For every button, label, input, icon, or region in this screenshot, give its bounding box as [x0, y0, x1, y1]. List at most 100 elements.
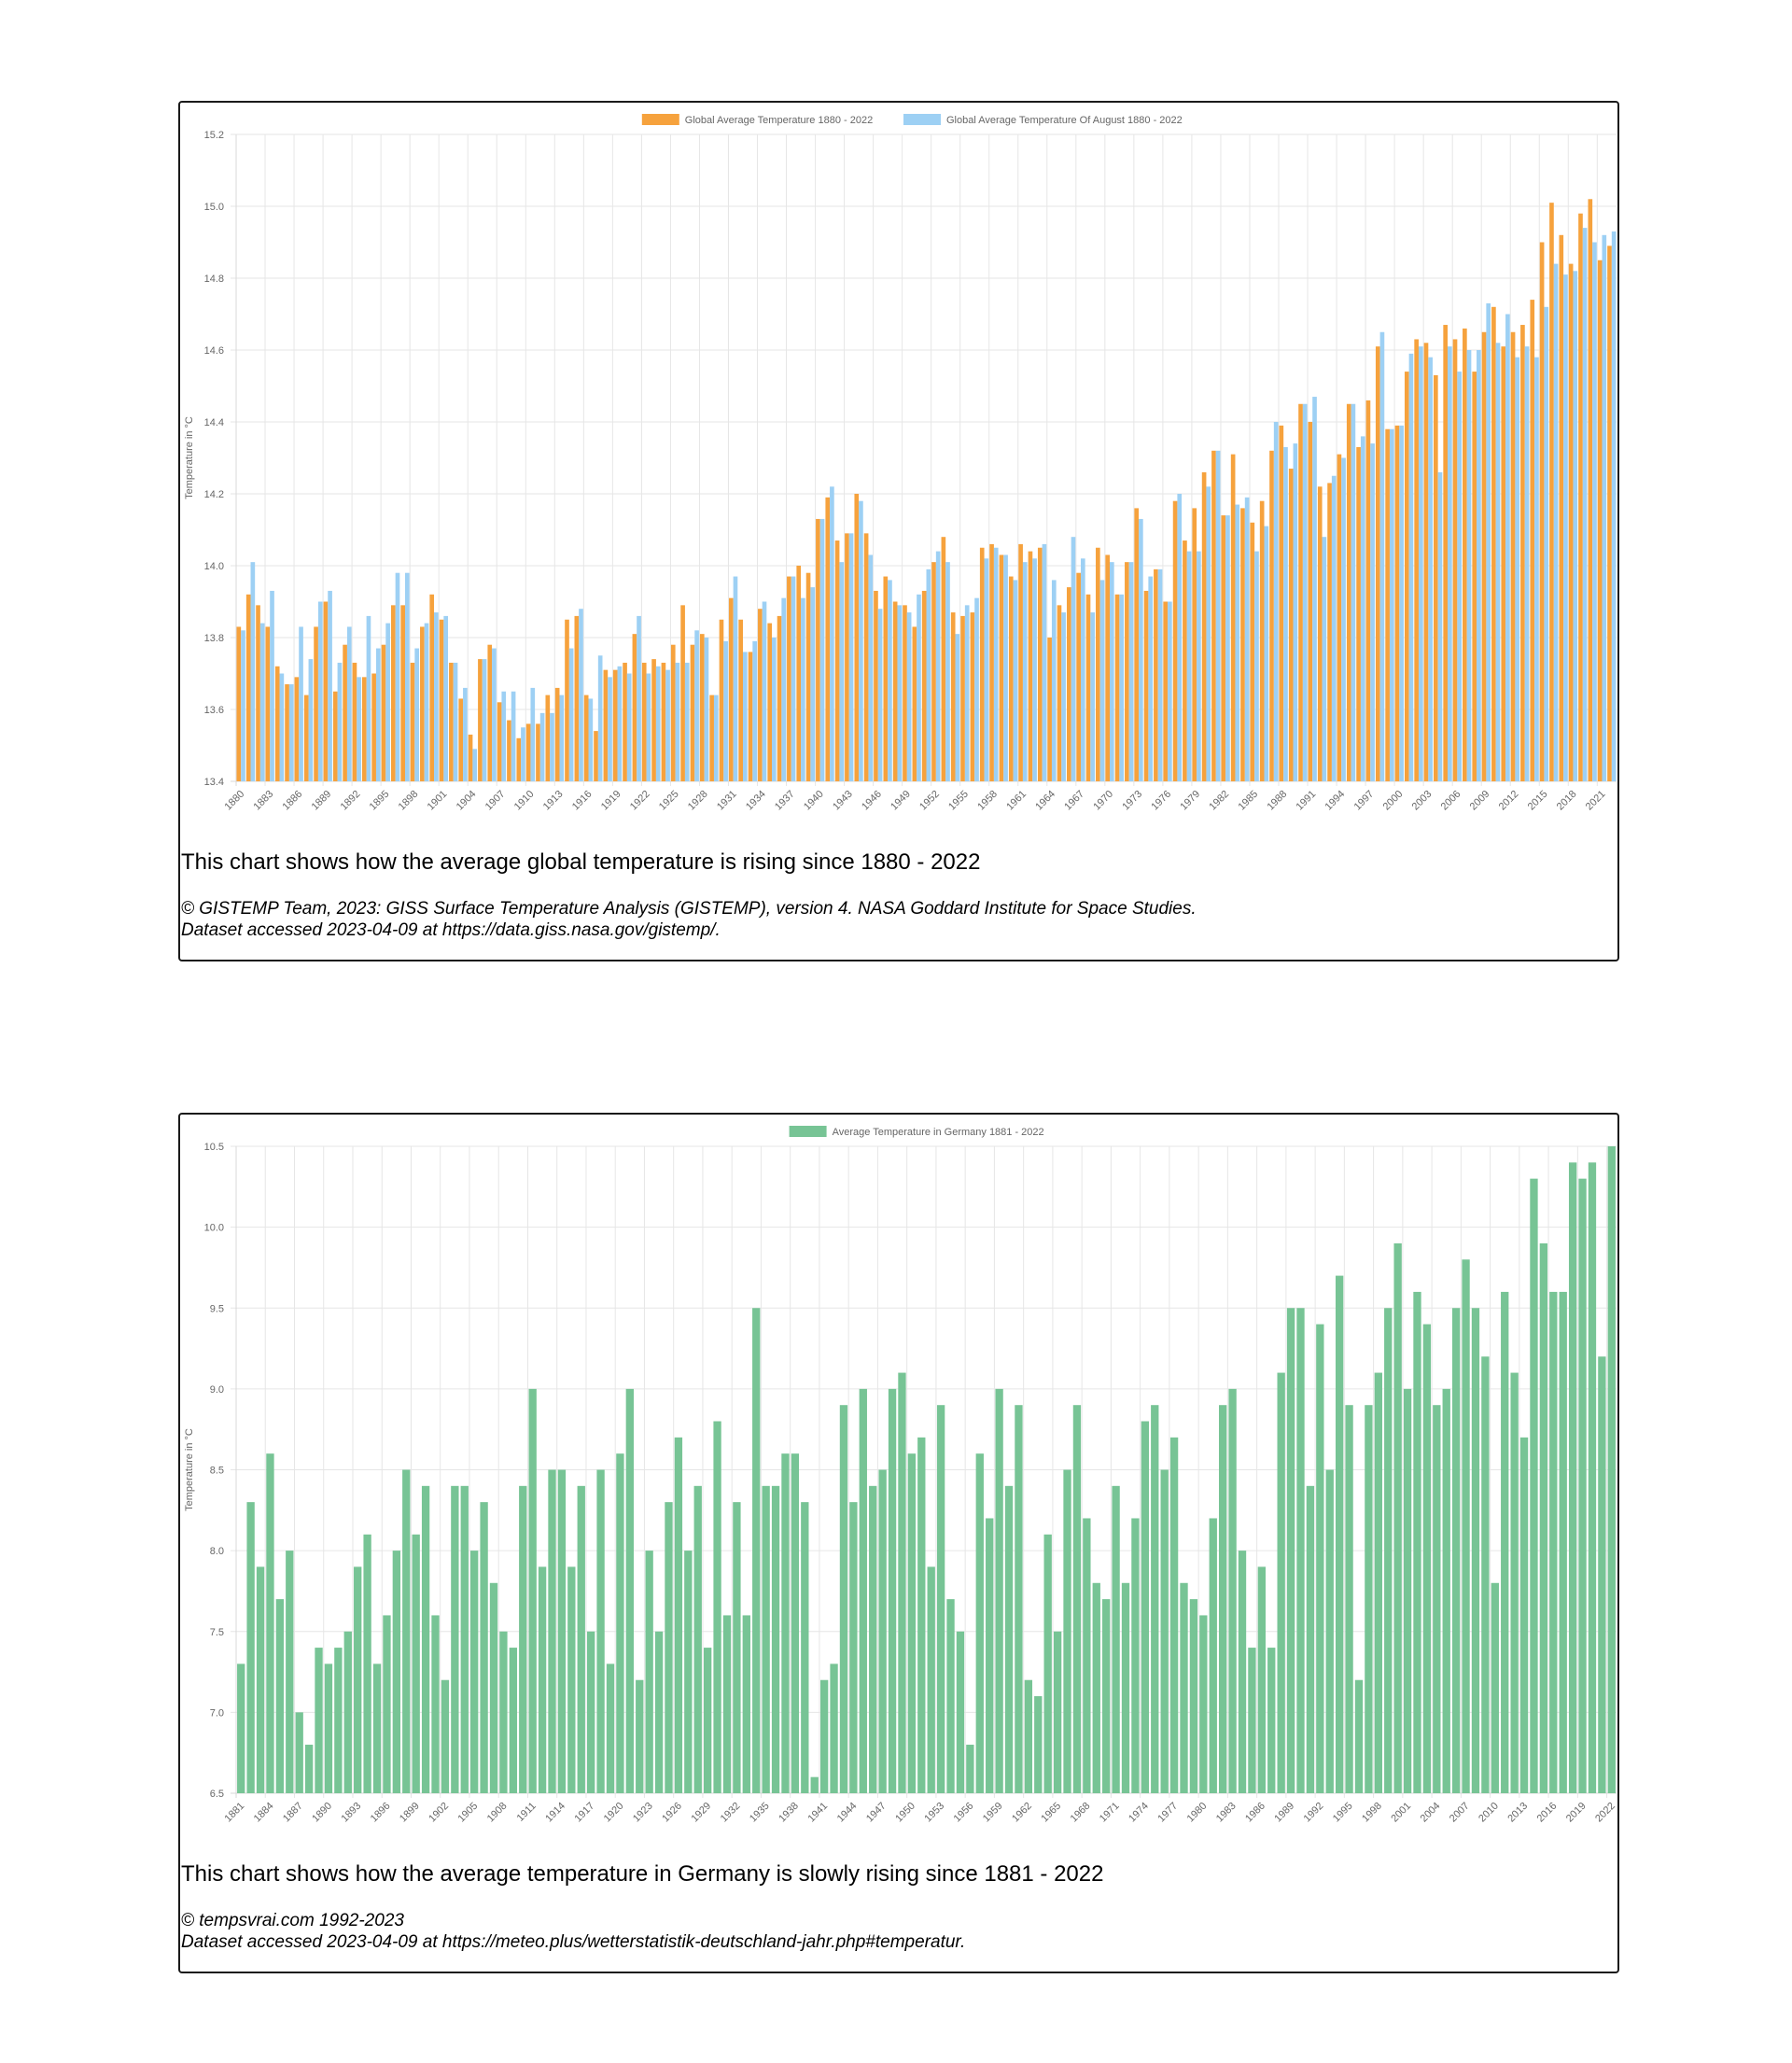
global-bar-series2 [463, 687, 468, 781]
germany-bar-series1 [354, 1566, 362, 1793]
global-bar-series2 [346, 626, 352, 781]
germany-bar-series1 [431, 1615, 440, 1793]
global-bar-series2 [1477, 350, 1481, 781]
germany-x-tick-label: 2013 [1505, 1801, 1530, 1825]
global-bar-series1 [1183, 540, 1187, 781]
global-y-tick-label: 15.0 [204, 202, 224, 213]
germany-bar-series1 [1568, 1162, 1577, 1793]
global-bar-series2 [665, 669, 670, 781]
global-bar-series1 [1472, 372, 1477, 781]
germany-x-tick-label: 1926 [660, 1801, 684, 1825]
global-bar-series1 [1443, 325, 1449, 781]
global-bar-series1 [960, 615, 965, 781]
germany-bar-series1 [1199, 1615, 1208, 1793]
global-bar-series2 [482, 659, 487, 781]
germany-bar-series1 [801, 1502, 809, 1793]
global-bar-series1 [1414, 339, 1419, 781]
global-bar-series1 [1096, 547, 1100, 781]
germany-bar-series1 [275, 1599, 285, 1793]
global-bar-series1 [892, 601, 898, 781]
global-bar-series2 [530, 687, 536, 781]
germany-bar-series1 [1471, 1308, 1480, 1793]
germany-bar-series1 [674, 1437, 683, 1793]
global-bar-series1 [738, 619, 743, 781]
global-bar-series2 [1602, 234, 1607, 782]
global-bar-series1 [458, 698, 464, 781]
germany-bar-series1 [606, 1663, 615, 1793]
global-bar-series1 [612, 669, 618, 781]
germany-bar-series1 [1209, 1518, 1217, 1793]
germany-bar-series1 [839, 1405, 848, 1793]
global-bar-series2 [328, 590, 332, 781]
global-bar-series1 [1066, 587, 1071, 781]
germany-bar-series1 [246, 1502, 255, 1793]
germany-bar-series1 [1277, 1372, 1285, 1793]
global-bar-series2 [1611, 231, 1617, 781]
germany-x-tick-label: 1947 [864, 1801, 889, 1825]
germany-bar-series1 [781, 1453, 790, 1793]
germany-bar-series1 [1238, 1551, 1247, 1793]
germany-bar-series1 [1549, 1291, 1558, 1793]
germany-temperature-card: 6.5 7.0 7.5 8.0 8.5 9.0 9.5 10.0 10.5 1881 1884 188… [178, 1113, 1619, 1973]
global-bar-series2 [1197, 551, 1201, 781]
germany-x-tick-label: 1953 [922, 1801, 946, 1825]
germany-bar-series1 [548, 1469, 556, 1793]
global-bar-series2 [357, 677, 361, 781]
global-x-tick-label: 1964 [1033, 789, 1057, 813]
global-bar-series1 [603, 669, 609, 781]
global-bar-series1 [583, 695, 589, 781]
global-bar-series2 [375, 648, 381, 781]
germany-bar-series1 [898, 1372, 906, 1793]
global-x-tick-label: 1919 [599, 789, 623, 813]
germany-bar-series1 [460, 1485, 469, 1793]
germany-bar-series1 [1004, 1485, 1014, 1793]
global-bar-series1 [420, 626, 425, 781]
global-bar-series2 [868, 554, 874, 781]
global-bar-series2 [1408, 353, 1414, 781]
global-bar-series1 [516, 737, 522, 781]
global-bar-series1 [903, 605, 907, 781]
global-bar-series1 [323, 601, 329, 781]
global-bar-series1 [429, 594, 435, 781]
global-bar-series1 [594, 731, 598, 781]
germany-x-tick-label: 2016 [1535, 1801, 1560, 1825]
germany-x-tick-label: 1929 [689, 1801, 713, 1825]
global-bar-series1 [1501, 346, 1506, 781]
global-bar-series1 [1530, 300, 1535, 782]
global-bar-series1 [912, 626, 917, 781]
global-bar-series1 [274, 666, 280, 781]
global-bar-series2 [1215, 450, 1221, 781]
global-bar-series1 [767, 623, 773, 781]
global-bar-series1 [1597, 260, 1603, 781]
global-bar-series2 [299, 626, 303, 781]
global-bar-series2 [819, 518, 825, 781]
germany-x-tick-label: 2004 [1419, 1801, 1443, 1825]
global-x-tick-label: 1982 [1207, 789, 1231, 813]
germany-bar-series1 [1462, 1259, 1470, 1793]
germany-x-tick-label: 1941 [805, 1801, 830, 1825]
germany-bar-series1 [538, 1566, 547, 1793]
global-bar-series1 [361, 677, 367, 781]
global-bar-series1 [950, 612, 956, 781]
global-bar-series1 [1549, 203, 1554, 781]
global-bar-series2 [713, 695, 719, 781]
global-bar-series2 [559, 695, 565, 781]
germany-bar-series1 [1539, 1242, 1548, 1793]
global-bar-series2 [1534, 357, 1539, 781]
global-bar-series1 [1317, 486, 1323, 781]
germany-bar-series1 [1043, 1534, 1052, 1793]
germany-bar-series1 [693, 1485, 702, 1793]
germany-y-tick-label: 7.0 [210, 1707, 224, 1719]
global-x-tick-label: 2018 [1555, 789, 1579, 813]
global-bar-series2 [1360, 436, 1365, 781]
global-bar-series2 [1110, 562, 1114, 781]
global-x-tick-label: 2015 [1526, 789, 1550, 813]
global-source-access: Dataset accessed 2023-04-09 at https://d… [181, 920, 721, 940]
global-bar-series2 [568, 648, 574, 781]
global-bar-series1 [1288, 469, 1294, 781]
germany-bar-series1 [343, 1631, 352, 1793]
germany-bar-series1 [1598, 1356, 1606, 1793]
germany-bar-series1 [1151, 1405, 1159, 1793]
germany-bar-series1 [334, 1648, 343, 1793]
germany-bar-series1 [859, 1388, 867, 1793]
